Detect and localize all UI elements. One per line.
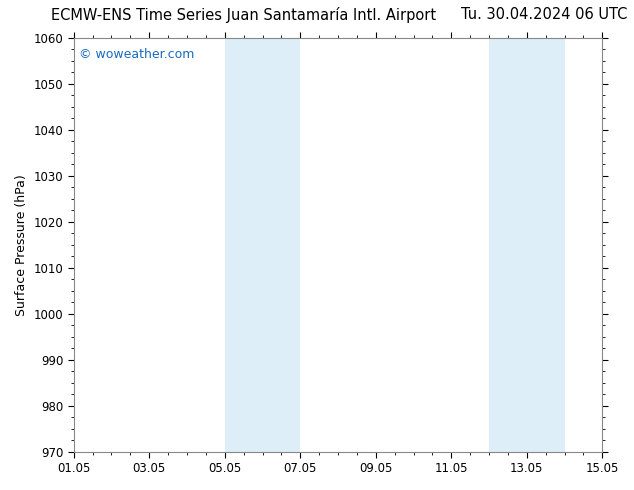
Bar [224, 38, 262, 452]
Text: Tu. 30.04.2024 06 UTC: Tu. 30.04.2024 06 UTC [462, 7, 628, 23]
Bar [262, 38, 301, 452]
Text: ECMW-ENS Time Series Juan Santamaría Intl. Airport: ECMW-ENS Time Series Juan Santamaría Int… [51, 7, 436, 24]
Bar [489, 38, 527, 452]
Y-axis label: Surface Pressure (hPa): Surface Pressure (hPa) [15, 174, 28, 316]
Text: © woweather.com: © woweather.com [79, 48, 195, 61]
Bar [527, 38, 564, 452]
